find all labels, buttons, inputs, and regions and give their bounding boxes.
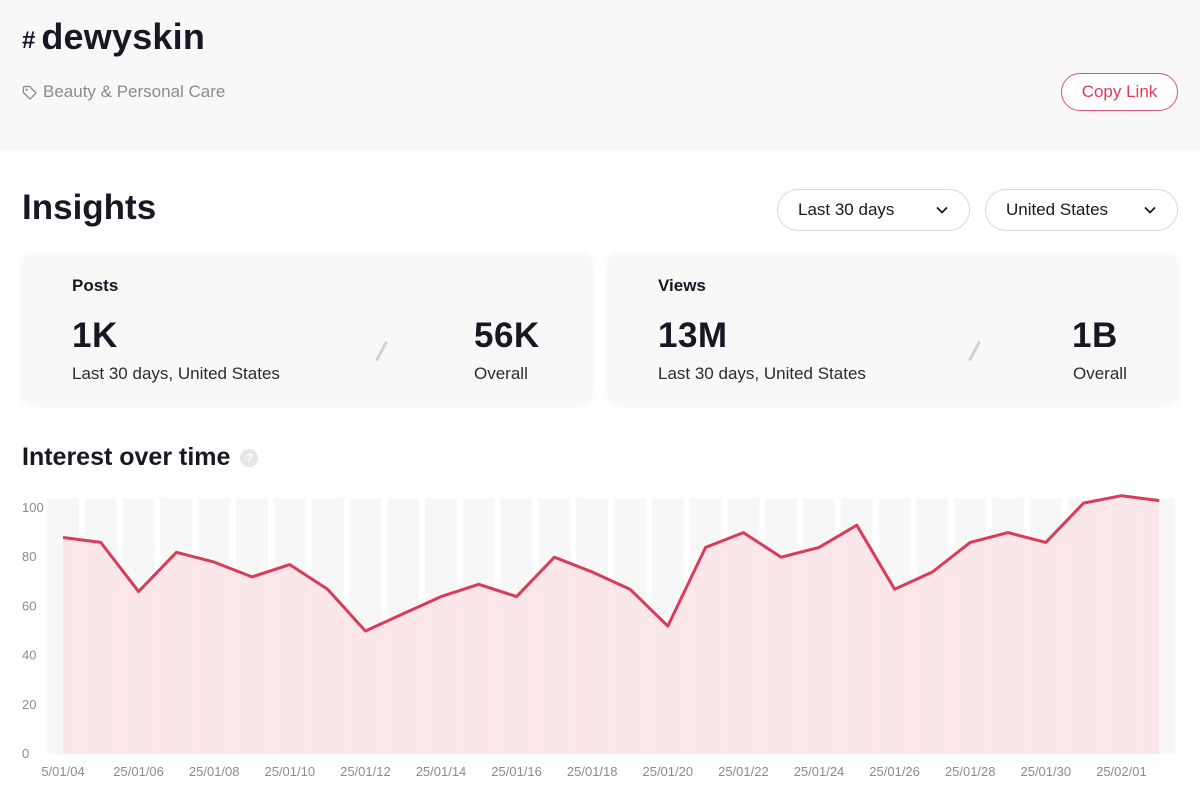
interest-chart: 0 20 40 60 80 100 5/01/04 25/01/06 25/01/08 25/0…	[22, 494, 1176, 779]
divider-slash	[375, 340, 388, 362]
posts-card-title: Posts	[72, 276, 119, 295]
views-card-title: Views	[658, 276, 706, 295]
period-select[interactable]: Last 30 days	[777, 189, 970, 231]
period-select-value: Last 30 days	[798, 200, 895, 219]
region-select[interactable]: United States	[985, 189, 1178, 231]
views-recent-label: Last 30 days, United States	[658, 364, 866, 383]
y-axis: 0 20 40 60 80 100	[22, 500, 44, 761]
help-icon[interactable]: ?	[240, 448, 259, 467]
insights-heading: Insights	[22, 188, 157, 227]
chevron-down-icon	[1144, 207, 1156, 214]
hashtag-header: # dewyskin Beauty & Personal Care Copy L…	[0, 0, 1200, 150]
x-tick-label: 25/02/01	[1096, 764, 1147, 779]
posts-recent-label: Last 30 days, United States	[72, 364, 280, 383]
hashtag-name: dewyskin	[41, 16, 206, 57]
views-recent-value: 13M	[658, 316, 728, 355]
interest-over-time-title: Interest over time	[22, 443, 231, 471]
x-tick-label: 25/01/24	[794, 764, 845, 779]
region-select-value: United States	[1006, 200, 1109, 219]
x-tick-label: 25/01/20	[642, 764, 693, 779]
x-axis: 5/01/04 25/01/06 25/01/08 25/01/10 25/01/12 2…	[41, 764, 1146, 779]
x-tick-label: 25/01/22	[718, 764, 769, 779]
x-tick-label: 25/01/10	[264, 764, 315, 779]
x-tick-label: 25/01/28	[945, 764, 996, 779]
divider-slash	[968, 340, 981, 362]
category-text: Beauty & Personal Care	[43, 82, 226, 101]
tag-icon	[22, 85, 37, 100]
x-tick-label: 25/01/08	[189, 764, 240, 779]
views-card: Views 13M Last 30 days, United States 1B…	[608, 254, 1178, 404]
y-tick-label: 0	[22, 746, 29, 761]
y-tick-label: 80	[22, 549, 36, 564]
x-tick-label: 25/01/16	[491, 764, 542, 779]
interest-over-time-heading: Interest over time ?	[22, 443, 259, 472]
hash-symbol: #	[22, 27, 36, 54]
posts-card: Posts 1K Last 30 days, United States 56K…	[22, 254, 592, 404]
y-tick-label: 60	[22, 598, 36, 613]
x-tick-label: 5/01/04	[41, 764, 84, 779]
interest-line	[62, 494, 1160, 633]
chevron-down-icon	[936, 207, 948, 214]
hashtag-title: # dewyskin	[22, 16, 205, 60]
y-tick-label: 20	[22, 697, 36, 712]
x-tick-label: 25/01/26	[869, 764, 920, 779]
x-tick-label: 25/01/18	[567, 764, 618, 779]
posts-recent-value: 1K	[72, 316, 118, 355]
x-tick-label: 25/01/06	[113, 764, 164, 779]
category-label: Beauty & Personal Care	[22, 82, 225, 102]
y-tick-label: 40	[22, 648, 36, 663]
y-tick-label: 100	[22, 500, 44, 515]
posts-overall-value: 56K	[474, 316, 540, 355]
interest-area	[63, 495, 1160, 754]
views-overall-label: Overall	[1073, 364, 1127, 383]
x-tick-label: 25/01/30	[1020, 764, 1071, 779]
x-tick-label: 25/01/12	[340, 764, 391, 779]
x-tick-label: 25/01/14	[416, 764, 467, 779]
views-overall-value: 1B	[1072, 316, 1118, 355]
posts-overall-label: Overall	[474, 364, 528, 383]
copy-link-button[interactable]: Copy Link	[1061, 73, 1178, 111]
